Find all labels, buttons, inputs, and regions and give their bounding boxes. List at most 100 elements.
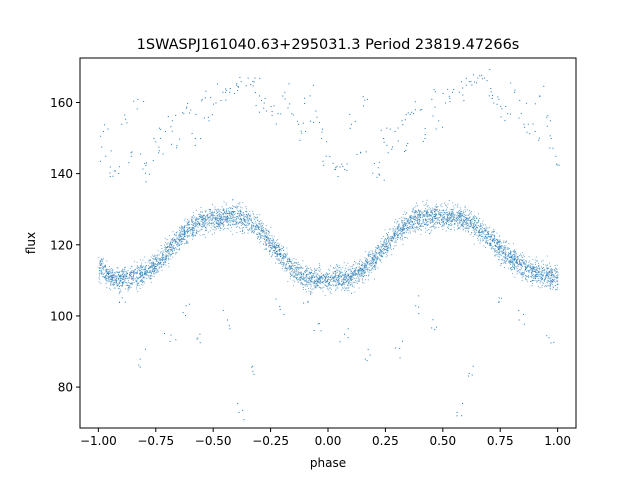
data-point	[358, 280, 360, 282]
data-point	[361, 271, 363, 273]
data-point	[453, 226, 455, 228]
data-point	[198, 222, 200, 224]
data-point	[167, 259, 169, 261]
data-point	[228, 217, 230, 219]
data-point	[155, 259, 157, 260]
data-point	[532, 268, 534, 270]
data-point	[416, 202, 417, 204]
data-point	[478, 233, 480, 235]
data-point	[215, 228, 217, 230]
data-point	[255, 227, 257, 229]
data-point	[142, 269, 144, 271]
data-point	[180, 233, 182, 235]
data-point	[128, 287, 130, 288]
data-point	[305, 269, 307, 271]
data-point	[527, 266, 529, 268]
data-point	[232, 208, 234, 209]
data-point	[524, 270, 526, 272]
data-point	[297, 273, 299, 275]
data-point	[289, 259, 291, 261]
data-point	[214, 226, 216, 228]
data-point	[367, 262, 369, 264]
data-point	[380, 250, 382, 252]
data-point	[174, 234, 175, 236]
data-point	[225, 219, 227, 221]
data-point	[368, 263, 370, 265]
data-point	[536, 272, 538, 274]
data-point	[229, 224, 231, 226]
data-point	[218, 220, 220, 222]
data-point	[381, 254, 383, 256]
data-point	[218, 215, 220, 217]
data-point	[109, 277, 111, 279]
data-point	[316, 284, 318, 286]
data-point	[170, 253, 171, 255]
data-point	[196, 233, 198, 235]
data-point	[298, 272, 300, 274]
data-point	[365, 279, 367, 281]
data-point	[536, 267, 538, 268]
data-point	[217, 223, 219, 225]
data-point	[335, 272, 337, 274]
data-point	[491, 239, 493, 241]
data-point	[401, 230, 403, 232]
data-point	[469, 222, 471, 224]
data-point	[447, 217, 449, 219]
data-point	[165, 255, 167, 257]
data-point	[276, 245, 278, 246]
data-point	[344, 272, 346, 274]
data-point	[422, 211, 424, 213]
data-point	[368, 256, 370, 257]
data-point	[245, 210, 246, 212]
data-point	[381, 250, 383, 252]
data-point	[104, 265, 106, 267]
data-point	[139, 288, 141, 289]
data-point	[536, 274, 538, 276]
data-point	[290, 261, 292, 263]
data-point	[211, 211, 213, 213]
data-point	[195, 235, 197, 237]
data-point	[400, 228, 402, 229]
data-point	[454, 216, 456, 218]
data-point	[218, 218, 220, 220]
data-point	[162, 257, 163, 259]
data-point	[188, 227, 190, 229]
data-point	[263, 230, 265, 232]
data-point	[444, 202, 445, 204]
data-point	[229, 207, 231, 208]
data-point	[411, 221, 413, 223]
data-point	[149, 270, 151, 272]
data-point	[230, 230, 232, 232]
data-point	[133, 260, 135, 262]
data-point	[434, 205, 436, 207]
data-point	[420, 229, 422, 231]
data-point	[108, 269, 110, 270]
data-point	[343, 287, 345, 289]
data-point	[315, 269, 317, 271]
data-point	[350, 275, 352, 277]
data-point	[525, 275, 527, 277]
data-point	[507, 248, 509, 250]
data-point	[323, 275, 325, 277]
data-point	[214, 216, 216, 218]
data-point	[386, 253, 388, 255]
data-point	[236, 220, 238, 222]
data-point	[445, 230, 447, 232]
data-point	[499, 240, 501, 242]
data-point	[116, 275, 118, 277]
data-point	[426, 221, 428, 223]
data-point	[498, 242, 499, 244]
data-point	[182, 238, 183, 240]
data-point	[446, 221, 448, 223]
data-point	[203, 222, 205, 224]
data-point	[127, 273, 128, 275]
data-point	[162, 258, 164, 260]
data-point	[260, 236, 262, 238]
data-point	[300, 283, 302, 285]
data-point	[418, 223, 420, 225]
data-point	[309, 272, 311, 274]
data-point	[240, 206, 242, 208]
data-point	[239, 221, 241, 223]
data-point	[315, 281, 317, 283]
data-point	[110, 283, 112, 285]
